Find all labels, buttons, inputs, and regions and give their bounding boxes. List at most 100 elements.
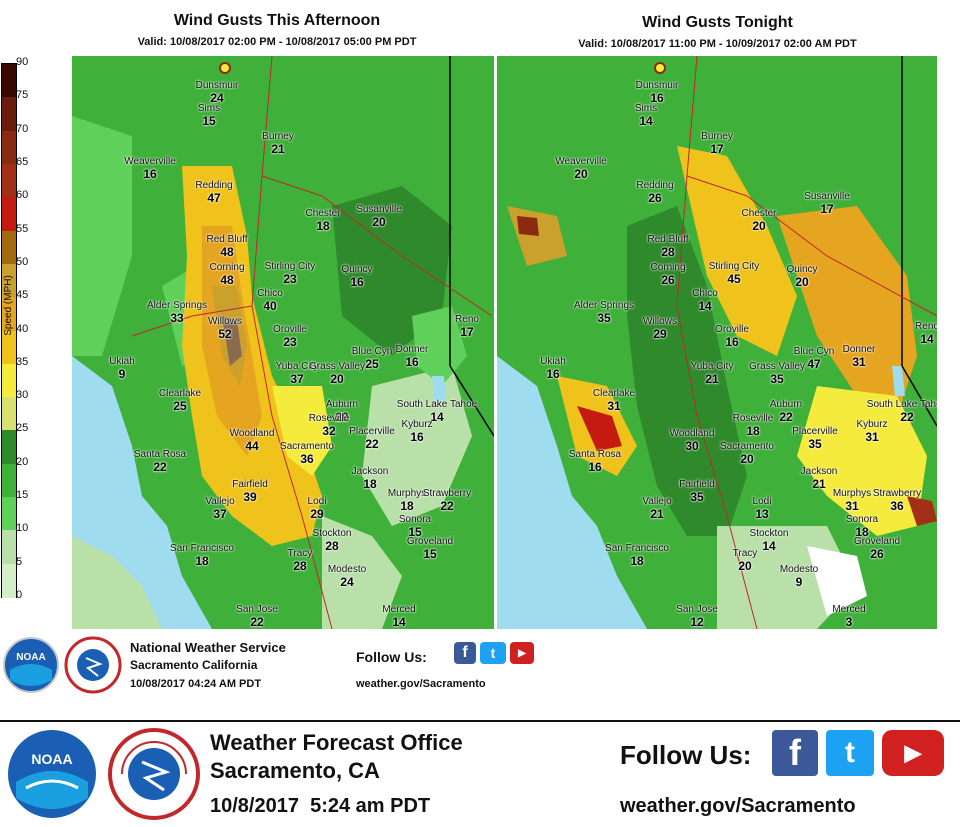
youtube-large-icon[interactable]: ▶ [882, 730, 944, 776]
city-name: Sonora [845, 514, 879, 525]
city-label: Sonora 15 [399, 514, 431, 538]
city-gust-value: 14 [698, 299, 712, 313]
city-name: Alder Springs [146, 300, 208, 311]
city-name: Grass Valley [749, 361, 805, 372]
city-label: Susanville 20 [356, 204, 402, 228]
city-gust-value: 17 [820, 202, 834, 216]
youtube-icon[interactable]: ▶ [510, 642, 534, 664]
city-name: Auburn [325, 399, 359, 410]
city-name: Roseville [732, 413, 774, 424]
city-name: San Francisco [170, 543, 234, 554]
city-label: San Jose 12 [676, 604, 718, 628]
panel-left-valid-range: Valid: 10/08/2017 02:00 PM - 10/08/2017 … [137, 36, 417, 48]
city-name: San Jose [236, 604, 278, 615]
city-gust-value: 20 [335, 410, 349, 424]
city-gust-value: 30 [685, 439, 699, 453]
city-name: Reno [915, 321, 937, 332]
city-name: Sacramento [280, 441, 334, 452]
city-name: Strawberry [422, 488, 472, 499]
legend-swatch [2, 163, 16, 198]
city-label: Jackson 18 [352, 466, 389, 490]
city-gust-value: 14 [430, 410, 444, 424]
city-gust-value: 20 [372, 215, 386, 229]
legend-tick-label: 65 [16, 155, 29, 168]
legend-tick-label: 30 [16, 389, 29, 402]
city-name: Stirling City [708, 261, 760, 272]
city-gust-value: 9 [795, 575, 803, 589]
legend-swatch [2, 530, 16, 565]
city-name: Lodi [307, 496, 327, 507]
city-name: Corning [209, 262, 245, 273]
city-name: Clearlake [158, 388, 202, 399]
city-label: Oroville 16 [715, 324, 749, 348]
city-label: Stockton 14 [750, 528, 789, 552]
legend-tick-label: 25 [16, 422, 29, 435]
city-label: Sims 15 [198, 103, 220, 127]
city-gust-value: 18 [630, 554, 644, 568]
city-label: Dunsmuir 16 [636, 80, 679, 104]
facebook-large-icon[interactable]: f [772, 730, 818, 776]
city-name: South Lake Tahoe [396, 399, 478, 410]
legend-swatch [2, 563, 16, 598]
city-name: Reno [455, 314, 479, 325]
city-gust-value: 48 [220, 245, 234, 259]
legend-tick-label: 35 [16, 355, 29, 368]
city-label: Chico 40 [257, 288, 283, 312]
city-label: Red Bluff 28 [648, 234, 689, 258]
city-label: Redding 26 [636, 180, 673, 204]
city-name: Donner [395, 344, 429, 355]
city-gust-value: 31 [865, 430, 879, 444]
city-name: Weaverville [555, 156, 607, 167]
city-name: Redding [195, 180, 233, 191]
city-name: Burney [262, 131, 294, 142]
city-label: Donner 16 [396, 344, 429, 368]
city-name: Groveland [853, 536, 901, 547]
city-gust-value: 31 [845, 499, 859, 513]
city-name: San Francisco [605, 543, 669, 554]
city-name: Vallejo [642, 496, 672, 507]
city-name: Modesto [779, 564, 819, 575]
legend-tick-label: 10 [16, 522, 29, 535]
legend-swatch [2, 130, 16, 165]
legend-tick-label: 55 [16, 222, 29, 235]
city-label: Groveland 26 [854, 536, 900, 560]
city-gust-value: 20 [752, 219, 766, 233]
city-label: Corning 26 [650, 262, 685, 286]
city-gust-value: 14 [762, 539, 776, 553]
city-gust-value: 28 [325, 539, 339, 553]
city-gust-value: 16 [350, 275, 364, 289]
footer-url[interactable]: weather.gov/Sacramento [620, 795, 856, 817]
city-name: Redding [636, 180, 674, 191]
city-name: Sacramento [720, 441, 774, 452]
city-gust-value: 35 [690, 490, 704, 504]
city-label: Clearlake 31 [593, 388, 635, 412]
city-gust-value: 24 [210, 91, 224, 105]
small-footer-url[interactable]: weather.gov/Sacramento [356, 678, 486, 690]
city-name: Santa Rosa [568, 449, 622, 460]
city-label: Willows 29 [643, 316, 677, 340]
city-gust-value: 28 [661, 245, 675, 259]
city-gust-value: 12 [690, 615, 704, 629]
wind-speed-legend [1, 63, 17, 598]
city-label: Lodi 13 [753, 496, 772, 520]
city-label: Ukiah 9 [109, 356, 135, 380]
city-name: San Jose [676, 604, 718, 615]
city-name: Santa Rosa [133, 449, 187, 460]
city-label: Grass Valley 20 [309, 361, 365, 385]
city-name: Oroville [715, 324, 749, 335]
facebook-icon[interactable]: f [454, 642, 476, 664]
city-name: Chester [305, 208, 341, 219]
legend-swatch [2, 64, 16, 98]
legend-swatch [2, 363, 16, 398]
city-label: Stockton 28 [313, 528, 352, 552]
city-name: Blue Cyn [351, 346, 393, 357]
city-gust-value: 22 [250, 615, 264, 629]
twitter-icon[interactable]: t [480, 642, 506, 664]
city-label: Chester 20 [741, 208, 776, 232]
city-gust-value: 39 [243, 490, 257, 504]
city-gust-value: 47 [807, 357, 821, 371]
city-label: Burney 17 [701, 131, 733, 155]
city-label: Sims 14 [635, 103, 657, 127]
twitter-large-icon[interactable]: t [826, 730, 874, 776]
city-label: Weaverville 16 [124, 156, 176, 180]
